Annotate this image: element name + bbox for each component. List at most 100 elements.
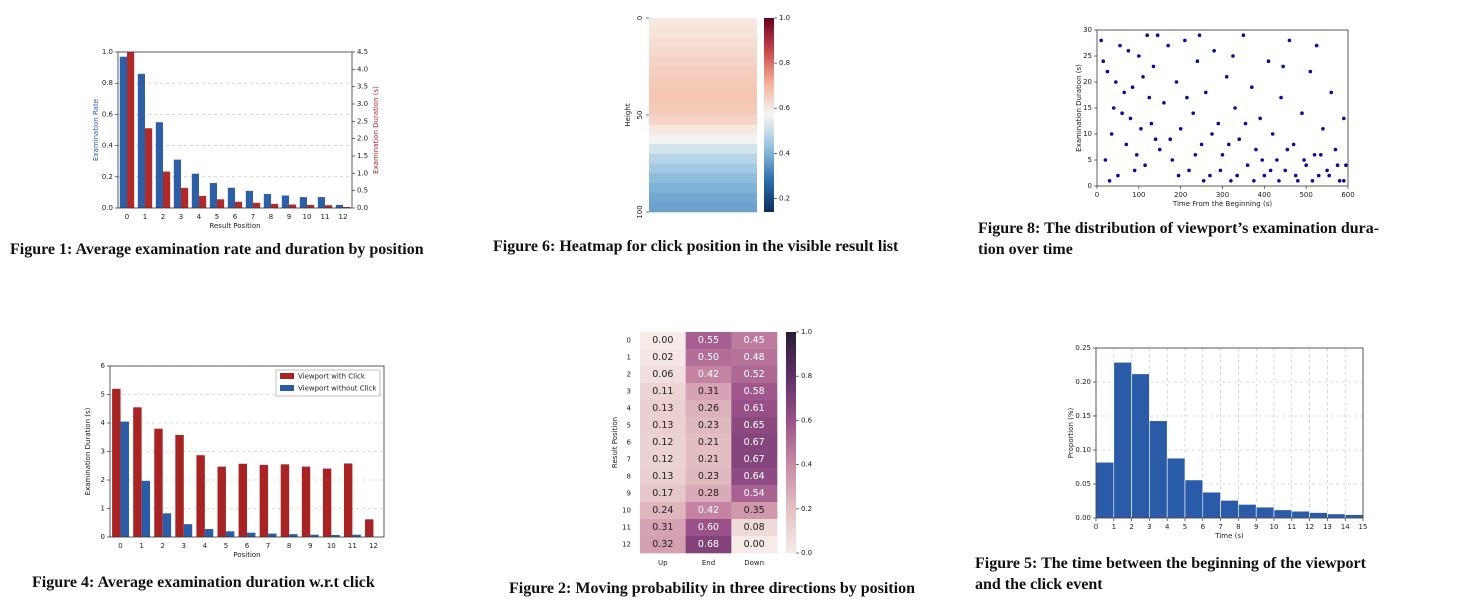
heatmap-cell [649,153,757,164]
heatmap-cell [649,56,757,67]
scatter-point [1314,43,1319,48]
bar [352,534,361,537]
plot-frame [1095,347,1364,519]
bar [259,464,269,537]
tick-label: 13 [1323,523,1332,531]
tick-label: 0.25 [1075,344,1091,352]
heatmap-cell [640,502,686,520]
row-label: 10 [622,507,631,515]
x-tick-label: 9 [287,213,291,221]
cell-label: 0.42 [698,505,719,516]
tick-label: 3 [101,448,105,456]
cell-label: 0.65 [744,420,765,431]
scatter-point [1310,179,1315,183]
cell-label: 0.23 [698,471,719,482]
scatter-point [1233,106,1237,110]
histogram-bar [1184,479,1204,519]
x-tick-label: 12 [339,213,348,221]
scatter-point [1141,75,1145,79]
figure-caption: Figure 6: Heatmap for click position in … [493,238,899,255]
histogram-bar [1309,512,1328,519]
scatter-point [1178,127,1183,131]
tick-label: 0.2 [801,505,812,513]
cell-label: 0.52 [744,369,765,380]
cell-label: 0.21 [698,454,719,465]
scatter-point [1183,38,1187,43]
scatter-point [1099,38,1103,43]
tick-label: 0 [1095,191,1099,199]
scatter-point [1199,142,1204,147]
cell-label: 0.11 [652,386,673,397]
tick-label: 9 [1254,523,1258,531]
bar [173,159,181,208]
scatter-point [1342,116,1346,121]
x-tick-label: 10 [303,213,312,221]
tick-label: 3.5 [357,83,368,91]
scatter-point [1201,179,1206,183]
y-axis-label: Result Position [611,417,619,468]
tick-label: 0.10 [1075,446,1091,454]
cell-label: 0.55 [698,335,719,346]
bar [120,421,129,537]
tick-label: 6 [101,362,106,370]
bar [235,201,243,208]
scatter-point [1279,95,1283,100]
scatter-point [1241,33,1246,37]
cell-label: 0.24 [652,505,673,516]
heatmap-cell [685,400,732,418]
figure-caption: tion over time [978,241,1073,258]
heatmap-cell [649,66,757,77]
tick-label: 0.05 [1075,480,1091,488]
tick-label: 5 [101,391,105,399]
cell-label: 0.32 [652,539,673,550]
scatter-point [1128,116,1133,121]
tick-label: 30 [1083,26,1092,34]
cell-label: 0.13 [652,403,673,414]
scatter-point [1193,153,1198,157]
tick-label: 3.0 [357,100,368,108]
tick-label: 0.0 [102,204,113,212]
heatmap-cell [649,182,757,193]
plot-frame [1096,29,1349,187]
histogram-bar [1131,373,1150,519]
tick-label: 2 [101,476,105,484]
tick-label: 10 [1083,130,1092,138]
heatmap-cell [649,163,757,174]
scatter-point [1111,106,1116,110]
scatter-point [1287,38,1292,43]
tick-label: 1 [101,505,105,513]
cell-label: 0.21 [698,437,719,448]
heatmap-cell [649,105,757,116]
x-axis-label: Result Position [209,222,260,230]
legend-label: Viewport with Click [298,373,366,381]
heatmap-cell [685,502,732,520]
scatter-point [1105,69,1110,74]
bar [175,434,184,537]
x-tick-label: 6 [233,213,238,221]
bar [145,128,153,208]
tick-label: 14 [1341,523,1350,531]
plot-frame [117,51,353,209]
bar [280,464,290,537]
histogram-bar [1095,461,1115,519]
figure-caption: and the click event [975,576,1103,593]
tick-label: 0 [1094,523,1098,531]
scatter-point [1153,137,1158,141]
tick-label: 8 [1236,523,1240,531]
column-label: Up [658,559,668,567]
heatmap-cell [640,417,686,435]
cell-label: 0.12 [652,454,673,465]
x-tick-label: 5 [224,542,228,550]
y-axis-label: Height [624,103,632,126]
heatmap-cell [649,134,757,145]
scatter-point [1147,95,1152,100]
heatmap-cell [649,115,757,125]
x-tick-label: 9 [308,542,312,550]
tick-label: 100 [636,205,644,218]
bar [196,455,205,537]
scatter-point [1114,80,1118,84]
heatmap-cell [649,47,757,58]
bar [112,388,121,537]
tick-label: 1.0 [357,169,368,177]
